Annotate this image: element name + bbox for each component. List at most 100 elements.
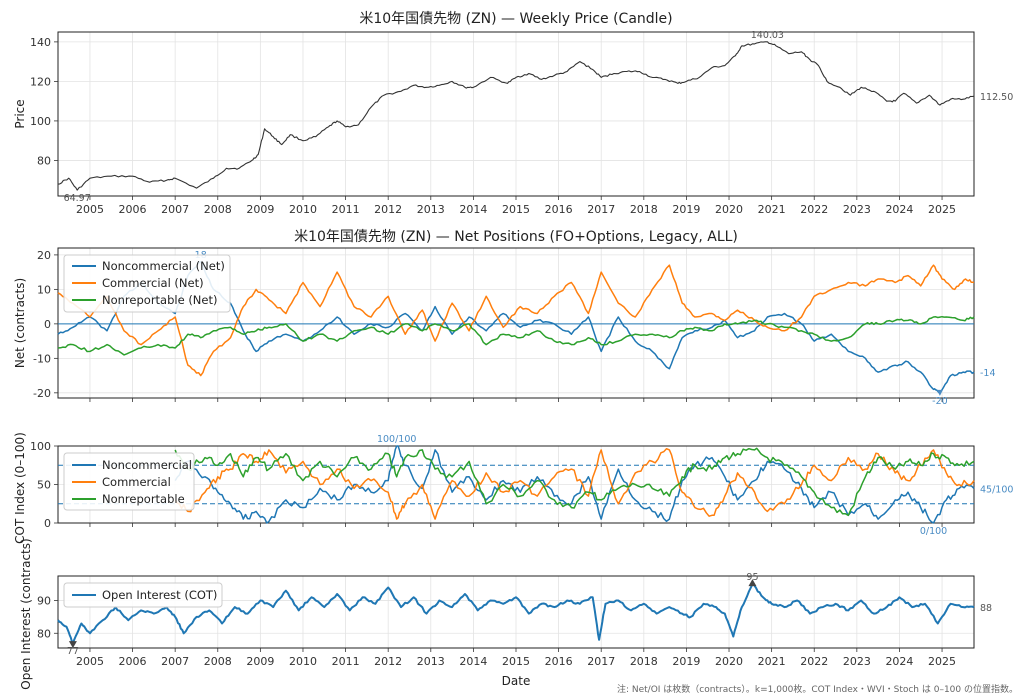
x-tick-label: 2016 xyxy=(545,203,573,216)
x-tick-label: 2013 xyxy=(417,655,445,668)
cot-legend: Noncommercial Commercial Nonreportable xyxy=(63,452,195,511)
net-legend: Noncommercial (Net) Commercial (Net) Non… xyxy=(63,254,231,313)
y-tick-label: -20 xyxy=(33,387,51,400)
cot-y-axis-label: COT Index (0–100) xyxy=(13,432,27,544)
legend-label-commercial: Commercial xyxy=(102,475,171,489)
net-panel: 米10年国債先物 (ZN) — Net Positions (FO+Option… xyxy=(13,229,996,407)
price-min-annotation: 64.97 xyxy=(64,193,91,204)
legend-label-noncommercial: Noncommercial xyxy=(102,458,192,472)
oi-max-marker xyxy=(748,579,757,587)
cot-last-annotation: 45/100 xyxy=(980,484,1013,495)
x-tick-label: 2008 xyxy=(204,655,232,668)
y-tick-label: 0 xyxy=(44,517,51,530)
cot-min-annotation: 0/100 xyxy=(920,526,947,537)
legend-label-nonreportable-net: Nonreportable (Net) xyxy=(102,293,217,307)
cot-legend-box xyxy=(63,452,195,511)
y-tick-label: 120 xyxy=(30,75,51,88)
x-tick-label: 2010 xyxy=(289,655,317,668)
x-tick-label: 2019 xyxy=(672,203,700,216)
y-tick-label: 80 xyxy=(37,627,51,640)
oi-min-annotation: 77 xyxy=(67,646,79,657)
x-tick-label: 2009 xyxy=(246,203,274,216)
oi-min-marker xyxy=(68,641,77,649)
oi-y-ticks: 80 90 xyxy=(37,595,58,640)
net-y-axis-label: Net (contracts) xyxy=(13,278,27,368)
price-max-annotation: 140.03 xyxy=(751,30,784,41)
y-tick-label: 90 xyxy=(37,595,51,608)
cot-reference-lines xyxy=(58,464,974,505)
series-line-nonreportable xyxy=(174,447,975,517)
x-tick-label: 2006 xyxy=(119,655,147,668)
series-line-open-interest-cot xyxy=(57,583,975,645)
x-tick-label: 2024 xyxy=(885,655,913,668)
x-tick-label: 2007 xyxy=(161,203,189,216)
y-tick-label: 0 xyxy=(44,318,51,331)
price-y-axis-label: Price xyxy=(13,99,27,128)
oi-legend-box xyxy=(63,582,223,608)
x-tick-label: 2016 xyxy=(545,655,573,668)
x-tick-label: 2019 xyxy=(672,655,700,668)
legend-label-nonreportable: Nonreportable xyxy=(102,492,185,506)
y-tick-label: 100 xyxy=(30,440,51,453)
x-tick-label: 2017 xyxy=(587,203,615,216)
x-tick-label: 2020 xyxy=(715,655,743,668)
net-y-ticks: 20 10 0 -10 -20 xyxy=(33,249,58,400)
x-tick-label: 2025 xyxy=(928,203,956,216)
y-tick-label: 20 xyxy=(37,249,51,262)
cot-y-ticks: 0 50 100 xyxy=(30,440,58,530)
x-tick-label: 2023 xyxy=(843,203,871,216)
y-tick-label: 80 xyxy=(37,154,51,167)
x-tick-label: 2009 xyxy=(246,655,274,668)
x-tick-label: 2023 xyxy=(843,655,871,668)
cot-x-ticks xyxy=(89,523,943,527)
legend-label-open-interest: Open Interest (COT) xyxy=(102,588,217,602)
oi-max-annotation: 95 xyxy=(746,572,758,583)
price-last-annotation: 112.50 xyxy=(980,92,1013,103)
price-grid xyxy=(58,32,974,196)
oi-series xyxy=(57,579,975,649)
x-tick-label: 2021 xyxy=(758,655,786,668)
net-legend-box xyxy=(63,254,231,313)
series-line-price xyxy=(57,41,975,191)
x-tick-label: 2018 xyxy=(630,203,658,216)
oi-x-ticks: 2005 2006 2007 2008 2009 2010 2011 2012 2013 2014… xyxy=(76,648,956,668)
open-interest-panel: 80 90 2005 2006 2007 2008 2009 2010 2011 2012 201… xyxy=(19,538,992,689)
x-tick-label: 2021 xyxy=(758,203,786,216)
series-line-nonreportable-net xyxy=(57,315,975,356)
net-panel-title: 米10年国債先物 (ZN) — Net Positions (FO+Option… xyxy=(294,229,738,245)
x-tick-label: 2015 xyxy=(502,655,530,668)
y-tick-label: 140 xyxy=(30,36,51,49)
x-tick-label: 2022 xyxy=(800,655,828,668)
oi-y-axis-label: Open Interest (contracts) xyxy=(19,538,33,689)
net-min-marker xyxy=(936,389,943,396)
price-panel: 米10年国債先物 (ZN) — Weekly Price (Candle) 80… xyxy=(13,11,1013,216)
x-tick-label: 2008 xyxy=(204,203,232,216)
x-tick-label: 2011 xyxy=(332,203,360,216)
footnote: 注: Net/OI は枚数（contracts）。k=1,000枚。COT In… xyxy=(617,683,1018,695)
price-series xyxy=(57,41,975,191)
y-tick-label: -10 xyxy=(33,352,51,365)
series-line-noncommercial xyxy=(174,445,975,524)
x-tick-label: 2007 xyxy=(161,655,189,668)
price-y-ticks: 80 100 120 140 xyxy=(30,36,58,167)
x-tick-label: 2005 xyxy=(76,655,104,668)
x-axis-label: Date xyxy=(502,674,531,688)
y-tick-label: 50 xyxy=(37,479,51,492)
net-last-annotation: -14 xyxy=(980,368,996,379)
x-tick-label: 2020 xyxy=(715,203,743,216)
series-line-commercial-net xyxy=(57,264,975,377)
cot-index-panel: 0 50 100 COT Index (0–100) 100/100 0/100 4… xyxy=(13,432,1013,544)
net-x-ticks xyxy=(89,398,943,402)
x-tick-label: 2014 xyxy=(459,655,487,668)
y-tick-label: 100 xyxy=(30,115,51,128)
x-tick-label: 2024 xyxy=(885,203,913,216)
x-tick-label: 2017 xyxy=(587,655,615,668)
x-tick-label: 2014 xyxy=(459,203,487,216)
net-min-annotation: -20 xyxy=(932,396,948,407)
x-tick-label: 2022 xyxy=(800,203,828,216)
x-tick-label: 2025 xyxy=(928,655,956,668)
cot-series xyxy=(174,445,975,524)
x-tick-label: 2012 xyxy=(374,655,402,668)
x-tick-label: 2011 xyxy=(332,655,360,668)
